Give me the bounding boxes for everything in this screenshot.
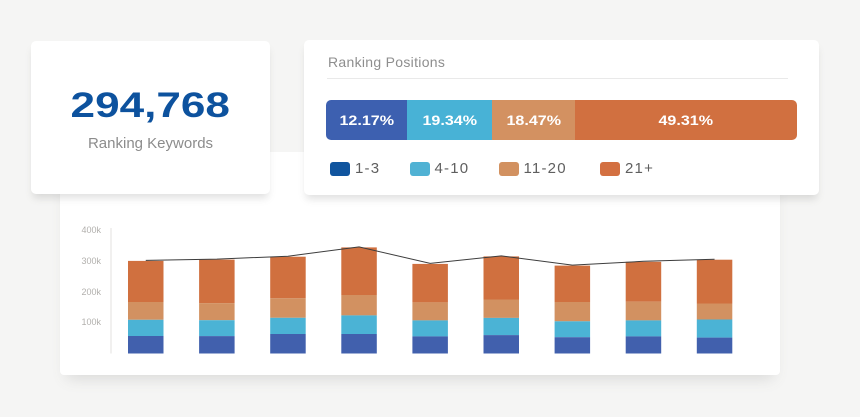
svg-text:400k: 400k (81, 225, 101, 235)
svg-text:100k: 100k (81, 317, 101, 327)
svg-text:200k: 200k (81, 287, 101, 297)
svg-text:300k: 300k (81, 256, 101, 266)
